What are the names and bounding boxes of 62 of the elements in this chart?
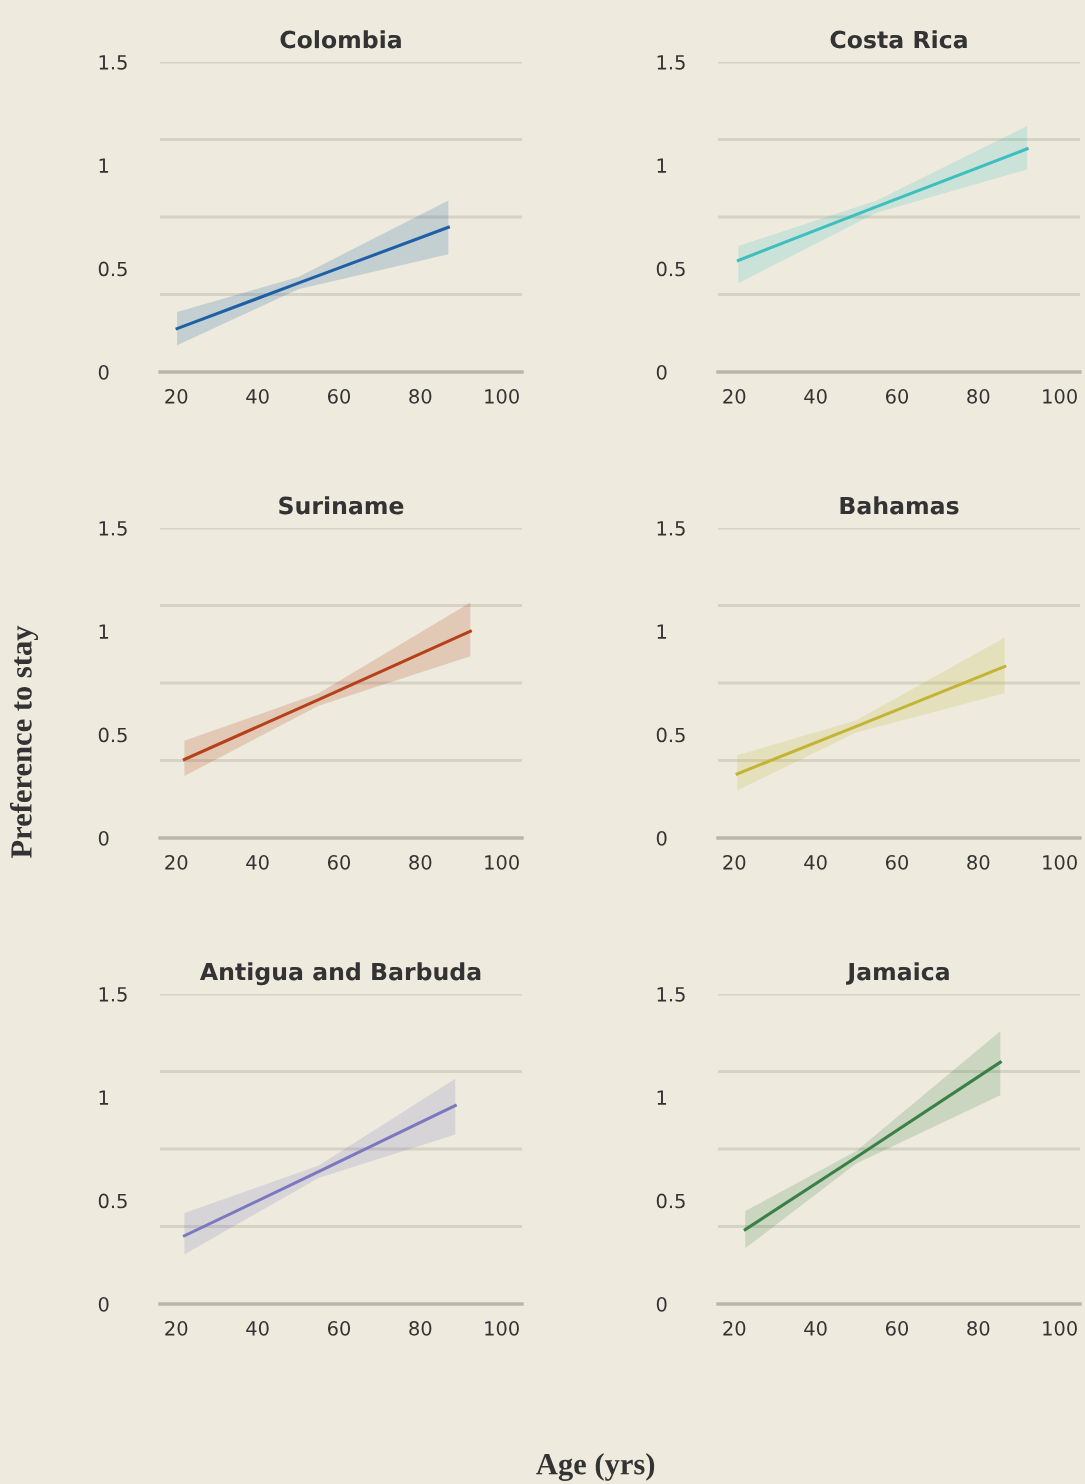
chart-title: Costa Rica xyxy=(830,30,967,49)
y-tick-label: 1 xyxy=(657,1090,667,1105)
y-tick-label: 0.5 xyxy=(98,261,127,277)
y-tick-label: 1.5 xyxy=(657,55,685,70)
y-tick-label: 0.5 xyxy=(656,1193,685,1209)
y-tick-label: 1 xyxy=(99,1090,109,1105)
x-tick-label: 20 xyxy=(723,389,746,404)
x-tick-label: 40 xyxy=(804,855,827,870)
y-tick-label: 1 xyxy=(99,158,109,173)
x-tick-label: 20 xyxy=(165,1321,188,1336)
y-tick-label: 1.5 xyxy=(657,987,685,1002)
x-tick-label: 20 xyxy=(165,389,188,404)
y-tick-label: 0.5 xyxy=(656,727,685,743)
x-tick-label: 100 xyxy=(485,389,519,404)
x-tick-label: 80 xyxy=(409,1321,432,1336)
x-tick-label: 60 xyxy=(885,389,909,404)
y-tick-label: 1.5 xyxy=(99,521,127,536)
x-tick-label: 100 xyxy=(485,1321,519,1336)
x-tick-label: 80 xyxy=(967,389,990,404)
x-tick-label: 40 xyxy=(246,1321,269,1336)
x-tick-label: 100 xyxy=(1043,389,1077,404)
y-tick-label: 0.5 xyxy=(98,727,127,743)
x-tick-label: 20 xyxy=(723,855,746,870)
x-tick-label: 60 xyxy=(885,1321,909,1336)
y-tick-label: 0 xyxy=(656,830,667,846)
x-axis-title: Age (yrs) xyxy=(536,1453,655,1481)
x-tick-label: 20 xyxy=(723,1321,746,1336)
y-tick-label: 0 xyxy=(656,1296,667,1312)
chart-title: Jamaica xyxy=(846,962,949,985)
x-tick-label: 60 xyxy=(327,855,351,870)
y-tick-label: 1 xyxy=(99,624,109,639)
y-tick-label: 0 xyxy=(98,830,109,846)
y-tick-label: 0 xyxy=(98,1296,109,1312)
x-tick-label: 60 xyxy=(885,855,909,870)
x-tick-label: 40 xyxy=(804,1321,827,1336)
x-tick-label: 100 xyxy=(485,855,519,870)
x-tick-label: 100 xyxy=(1043,855,1077,870)
y-tick-label: 1.5 xyxy=(657,521,685,536)
chart-title: Bahamas xyxy=(840,496,959,515)
chart-title: Suriname xyxy=(279,496,404,515)
y-axis-title: Preference to stay xyxy=(9,625,39,859)
y-tick-label: 0 xyxy=(98,364,109,380)
x-tick-label: 20 xyxy=(165,855,188,870)
y-tick-label: 1.5 xyxy=(99,987,127,1002)
x-tick-label: 60 xyxy=(327,389,351,404)
y-tick-label: 0.5 xyxy=(656,261,685,277)
chart-title: Colombia xyxy=(280,30,401,49)
x-tick-label: 40 xyxy=(246,389,269,404)
x-tick-label: 80 xyxy=(967,1321,990,1336)
chart-title: Antigua and Barbuda xyxy=(199,962,481,986)
y-tick-label: 0.5 xyxy=(98,1193,127,1209)
x-tick-label: 40 xyxy=(246,855,269,870)
y-tick-label: 1 xyxy=(657,624,667,639)
x-tick-label: 60 xyxy=(327,1321,351,1336)
x-tick-label: 80 xyxy=(967,855,990,870)
y-tick-label: 1.5 xyxy=(99,55,127,70)
x-tick-label: 80 xyxy=(409,855,432,870)
y-tick-label: 0 xyxy=(656,364,667,380)
y-tick-label: 1 xyxy=(657,158,667,173)
x-tick-label: 100 xyxy=(1043,1321,1077,1336)
x-tick-label: 80 xyxy=(409,389,432,404)
x-tick-label: 40 xyxy=(804,389,827,404)
